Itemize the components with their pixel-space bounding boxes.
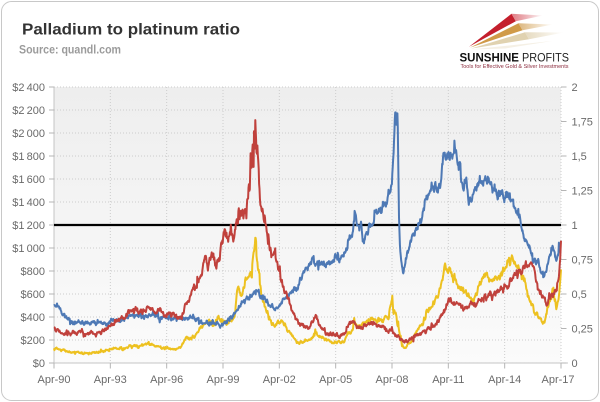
svg-text:Apr-93: Apr-93 (94, 374, 127, 386)
svg-text:$0: $0 (33, 358, 45, 370)
svg-text:1: 1 (572, 220, 578, 232)
svg-text:Apr-08: Apr-08 (375, 374, 408, 386)
svg-text:$800: $800 (21, 266, 45, 278)
svg-text:1,25: 1,25 (572, 186, 593, 198)
svg-text:$1 800: $1 800 (12, 151, 45, 163)
svg-text:Apr-11: Apr-11 (432, 374, 464, 386)
svg-text:$2 200: $2 200 (12, 105, 45, 117)
svg-text:Apr-05: Apr-05 (319, 374, 352, 386)
svg-text:Tools for Effective Gold & Sil: Tools for Effective Gold & Silver Invest… (461, 64, 570, 70)
svg-text:Source: quandl.com: Source: quandl.com (19, 45, 121, 57)
svg-text:0: 0 (572, 358, 578, 370)
svg-text:0,25: 0,25 (572, 324, 593, 336)
svg-text:$1 000: $1 000 (12, 243, 45, 255)
svg-text:Apr-99: Apr-99 (206, 374, 239, 386)
svg-text:1,75: 1,75 (572, 117, 593, 129)
svg-text:$200: $200 (21, 335, 45, 347)
svg-text:$1 600: $1 600 (12, 174, 45, 186)
svg-text:Palladium to platinum ratio: Palladium to platinum ratio (22, 22, 240, 39)
svg-text:$600: $600 (21, 289, 45, 301)
svg-text:2: 2 (572, 82, 578, 94)
svg-text:$400: $400 (21, 312, 45, 324)
svg-text:0,75: 0,75 (572, 255, 593, 267)
svg-text:$2 000: $2 000 (12, 128, 45, 140)
svg-text:PROFITS: PROFITS (522, 53, 569, 65)
svg-text:Apr-90: Apr-90 (37, 374, 70, 386)
svg-text:SUNSHINE: SUNSHINE (460, 53, 520, 65)
svg-text:Apr-02: Apr-02 (263, 374, 296, 386)
svg-text:Apr-96: Apr-96 (150, 374, 183, 386)
svg-text:$1 400: $1 400 (12, 197, 45, 209)
svg-text:1,5: 1,5 (572, 151, 587, 163)
svg-text:$1 200: $1 200 (12, 220, 45, 232)
svg-text:$2 400: $2 400 (12, 82, 45, 94)
svg-text:0,5: 0,5 (572, 289, 587, 301)
svg-text:Apr-14: Apr-14 (488, 374, 521, 386)
svg-text:Apr-17: Apr-17 (541, 374, 574, 386)
